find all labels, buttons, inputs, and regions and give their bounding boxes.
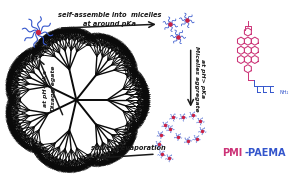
Text: -PAEMA: -PAEMA [245, 148, 286, 158]
Text: self-assemble into  micelles: self-assemble into micelles [58, 12, 161, 19]
Text: at pH> pKa: at pH> pKa [200, 59, 205, 98]
Text: at around pKa: at around pKa [83, 21, 136, 27]
Text: solvent evaporation: solvent evaporation [91, 145, 166, 151]
Text: PMI: PMI [222, 148, 242, 158]
Text: Micelles aggregate: Micelles aggregate [194, 46, 199, 111]
Text: at pH<pKa: at pH<pKa [43, 70, 48, 107]
Text: Disaggregate: Disaggregate [50, 65, 55, 111]
Text: NH₂: NH₂ [280, 90, 289, 94]
